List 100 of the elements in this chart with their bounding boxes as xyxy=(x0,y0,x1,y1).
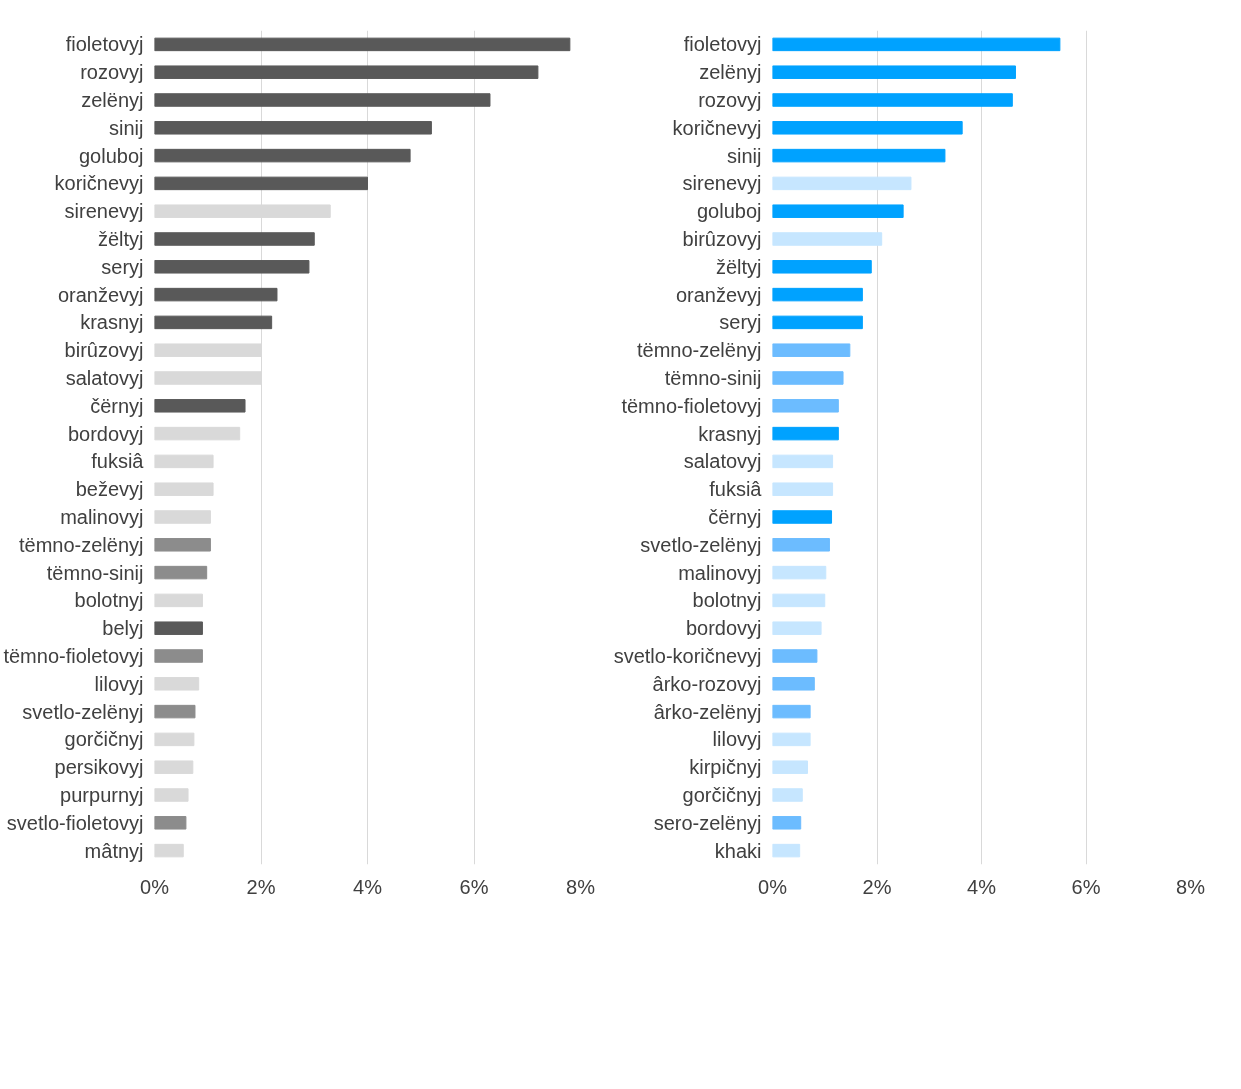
bar xyxy=(154,176,368,191)
y-tick-label: sinij xyxy=(727,144,762,167)
y-tick-label: goluboj xyxy=(79,144,144,167)
bar xyxy=(772,593,826,608)
bar xyxy=(772,677,815,691)
y-tick-label: svetlo-zelënyj xyxy=(22,700,144,723)
bar xyxy=(772,37,1061,52)
bar xyxy=(154,232,315,246)
y-tick-label: gorčičnyj xyxy=(64,728,144,751)
y-tick-label: svetlo-koričnevyj xyxy=(613,645,762,667)
bar xyxy=(772,426,839,441)
bar xyxy=(154,148,411,163)
bar xyxy=(154,816,187,830)
y-tick-label: krasnyj xyxy=(80,311,144,334)
y-tick-label: fuksiâ xyxy=(91,450,145,473)
y-tick-label: sero-zelënyj xyxy=(653,811,762,834)
y-tick-label: mâtnyj xyxy=(84,839,144,862)
y-tick-label: salatovyj xyxy=(683,450,762,473)
y-tick-label: malinovyj xyxy=(60,506,144,528)
bar xyxy=(772,315,863,330)
bar xyxy=(772,482,834,496)
bar xyxy=(772,704,811,719)
bar xyxy=(772,621,822,635)
bar xyxy=(772,232,883,246)
y-tick-label: purpurnyj xyxy=(60,784,144,806)
bar xyxy=(772,454,834,469)
y-tick-label: tëmno-zelënyj xyxy=(19,533,144,556)
bar xyxy=(772,204,904,218)
y-tick-label: salatovyj xyxy=(65,367,144,389)
y-tick-label: tëmno-sinij xyxy=(664,367,762,389)
bar xyxy=(154,621,203,635)
y-tick-label: tëmno-zelënyj xyxy=(637,339,762,362)
bar xyxy=(154,482,214,496)
x-tick-label: 4% xyxy=(353,875,383,898)
x-tick-label: 2% xyxy=(246,875,276,898)
bar xyxy=(154,454,214,469)
bar xyxy=(154,732,195,747)
y-tick-label: seryj xyxy=(719,311,762,334)
y-tick-label: ârko-rozovyj xyxy=(652,672,762,695)
y-tick-label: svetlo-zelënyj xyxy=(640,533,762,556)
y-tick-label: kirpičnyj xyxy=(689,756,762,779)
y-tick-label: fioletovyj xyxy=(683,33,762,56)
bar xyxy=(772,176,912,191)
y-tick-label: goluboj xyxy=(697,200,762,223)
y-tick-label: rozovyj xyxy=(698,89,762,111)
x-tick-label: 4% xyxy=(967,875,997,898)
bar xyxy=(154,37,571,52)
y-tick-label: koričnevyj xyxy=(54,172,144,195)
y-tick-label: belyj xyxy=(102,617,144,640)
y-tick-label: zelënyj xyxy=(699,61,762,84)
bar xyxy=(154,565,208,580)
y-tick-label: tëmno-sinij xyxy=(46,561,144,584)
y-tick-label: birûzovyj xyxy=(64,339,144,362)
bar xyxy=(772,788,803,802)
y-tick-label: khaki xyxy=(714,839,762,862)
y-tick-label: gorčičnyj xyxy=(682,784,762,806)
bar xyxy=(772,93,1013,107)
y-tick-label: tëmno-fioletovyj xyxy=(621,394,762,417)
y-tick-label: bolotnyj xyxy=(74,589,144,612)
y-tick-label: tëmno-fioletovyj xyxy=(3,645,144,667)
bar xyxy=(154,704,196,719)
y-tick-label: sinij xyxy=(109,116,144,139)
bar xyxy=(154,287,278,302)
y-tick-label: fioletovyj xyxy=(65,33,144,56)
y-tick-label: malinovyj xyxy=(678,561,762,584)
y-tick-label: seryj xyxy=(101,255,144,278)
y-tick-label: čërnyj xyxy=(708,506,762,528)
y-tick-label: koričnevyj xyxy=(672,116,762,139)
y-tick-label: lilovyj xyxy=(712,728,762,751)
bar xyxy=(772,816,802,830)
bar xyxy=(154,677,200,691)
bar xyxy=(154,649,203,663)
bar xyxy=(154,315,273,330)
bar xyxy=(154,65,539,79)
y-tick-label: bordovyj xyxy=(67,422,144,445)
bar xyxy=(772,343,851,357)
bar xyxy=(154,538,211,552)
y-tick-label: žëltyj xyxy=(97,228,144,250)
bar xyxy=(772,371,844,385)
y-tick-label: fuksiâ xyxy=(709,478,763,501)
x-tick-label: 6% xyxy=(459,875,489,898)
y-tick-label: beževyj xyxy=(75,478,144,501)
bar xyxy=(772,760,809,774)
y-tick-label: oranževyj xyxy=(675,283,762,306)
bar xyxy=(772,148,946,163)
bar xyxy=(154,121,432,135)
bar xyxy=(772,287,863,302)
bar xyxy=(772,732,811,747)
y-tick-label: ârko-zelënyj xyxy=(653,700,762,723)
y-tick-label: zelënyj xyxy=(81,89,144,111)
x-tick-label: 8% xyxy=(1176,875,1206,898)
y-tick-label: sirenevyj xyxy=(682,172,762,195)
bar xyxy=(772,843,801,858)
bar xyxy=(772,121,963,135)
bar xyxy=(772,65,1016,79)
y-tick-label: lilovyj xyxy=(94,672,144,695)
y-tick-label: rozovyj xyxy=(80,61,144,84)
y-tick-label: bordovyj xyxy=(685,617,762,640)
y-tick-label: čërnyj xyxy=(90,394,144,417)
bar xyxy=(154,843,184,858)
